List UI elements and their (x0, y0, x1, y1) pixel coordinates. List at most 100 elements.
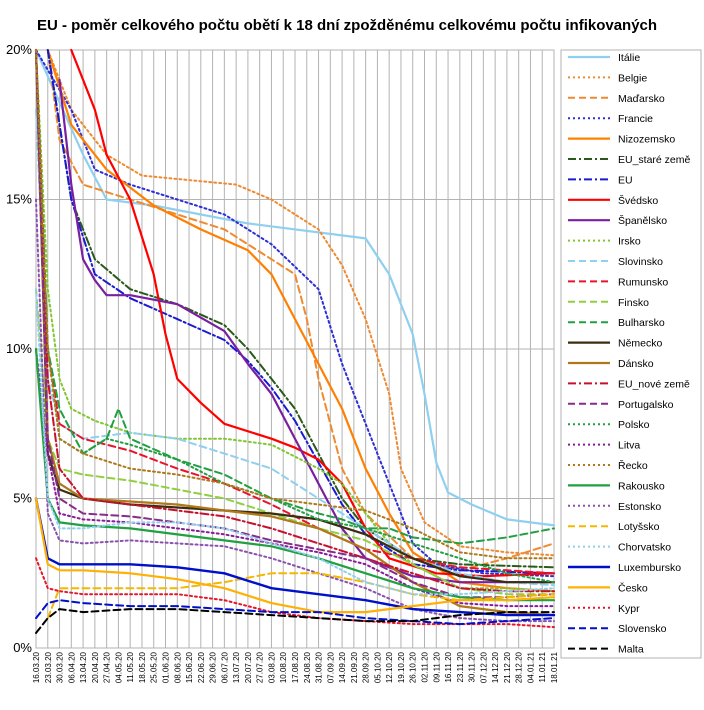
legend-label: Slovinsko (618, 256, 663, 268)
legend-label: Belgie (618, 72, 647, 84)
legend-label: Finsko (618, 297, 649, 309)
x-tick-label: 06.04.20 (67, 651, 76, 683)
series-line (35, 49, 555, 575)
x-tick-label: 20.04.20 (91, 651, 100, 683)
legend-label: Litva (618, 440, 640, 452)
y-tick-label: 15% (6, 192, 32, 207)
legend-label: Chorvatsko (618, 542, 671, 554)
legend-label: Česko (618, 581, 648, 594)
x-tick-label: 12.10.20 (385, 651, 394, 683)
y-tick-label: 5% (13, 491, 32, 506)
x-tick-label: 13.07.20 (232, 651, 241, 683)
series-line (46, 49, 555, 569)
x-tick-label: 28.09.20 (362, 651, 371, 683)
x-tick-label: 04.05.20 (114, 651, 123, 683)
x-tick-label: 05.10.20 (373, 651, 382, 683)
series-line (34, 347, 556, 602)
legend-label: Maďarsko (618, 93, 665, 105)
x-tick-label: 17.08.20 (291, 651, 300, 683)
legend-label: Portugalsko (618, 399, 674, 411)
x-tick-label: 30.11.20 (468, 651, 477, 682)
legend-label: Estonsko (618, 501, 661, 513)
x-tick-label: 28.12.20 (515, 651, 524, 683)
legend-label: Bulharsko (618, 317, 665, 329)
series-line (34, 48, 556, 527)
legend-label: EU_staré země (618, 154, 691, 166)
series-line (35, 49, 555, 545)
series-line (46, 49, 555, 575)
x-tick-label: 25.05.20 (150, 651, 159, 683)
legend-label: Nizozemsko (618, 134, 675, 146)
series-line (35, 49, 555, 593)
x-tick-label: 16.03.20 (32, 651, 41, 683)
series-line (34, 497, 556, 614)
legend-label: Rakousko (618, 480, 665, 492)
x-tick-label: 24.08.20 (303, 651, 312, 683)
y-tick-label: 0% (13, 640, 32, 655)
x-tick-label: 30.03.20 (56, 651, 65, 683)
legend-label: Francie (618, 113, 653, 125)
x-tick-label: 06.07.20 (220, 651, 229, 683)
legend-label: EU (618, 174, 633, 186)
series-line (35, 198, 555, 623)
series-line (35, 49, 555, 578)
legend-label: Švédsko (618, 194, 658, 207)
x-tick-label: 08.06.20 (173, 651, 182, 683)
legend-label: Rumunsko (618, 276, 668, 288)
x-tick-label: 18.05.20 (138, 651, 147, 683)
chart-title: EU - poměr celkového počtu obětí k 18 dn… (37, 17, 657, 34)
legend-label: EU_nové země (618, 378, 690, 390)
x-tick-label: 02.11.20 (421, 651, 430, 682)
x-tick-label: 10.08.20 (279, 651, 288, 683)
legend-label: Irsko (618, 236, 641, 248)
y-tick-label: 20% (6, 42, 32, 57)
legend-items: Itálie Belgie Maďarsko Francie Nizozemsko EU_… (568, 52, 691, 656)
legend-label: Dánsko (618, 358, 654, 370)
legend (560, 49, 702, 659)
x-tick-label: 09.11.20 (432, 651, 441, 682)
x-tick-label: 18.01.21 (550, 651, 559, 683)
x-tick-label: 14.09.20 (338, 651, 347, 683)
x-tick-label: 13.04.20 (79, 651, 88, 683)
series-line (35, 49, 555, 593)
x-tick-label: 23.03.20 (44, 651, 53, 683)
x-tick-label: 15.06.20 (185, 651, 194, 683)
x-tick-label: 23.11.20 (456, 651, 465, 682)
legend-label: Malta (618, 644, 644, 656)
x-tick-label: 27.07.20 (256, 651, 265, 683)
legend-label: Slovensko (618, 623, 667, 635)
x-tick-label: 20.07.20 (244, 651, 253, 683)
series-line (35, 608, 555, 634)
x-tick-label: 14.12.20 (491, 651, 500, 683)
x-axis-ticks: 16.03.20 23.03.20 30.03.20 06.04.20 13.04.20… (32, 651, 559, 683)
series-line (70, 48, 556, 578)
series-line (34, 48, 556, 584)
legend-label: Řecko (618, 459, 648, 472)
x-tick-label: 04.01.21 (526, 651, 535, 683)
series-line (35, 288, 555, 596)
x-tick-label: 16.11.20 (444, 651, 453, 682)
x-tick-label: 27.04.20 (103, 651, 112, 683)
y-axis-ticks: 0% 5% 10% 15% 20% (6, 42, 32, 655)
x-tick-label: 21.12.20 (503, 651, 512, 683)
series-line (35, 599, 555, 626)
series-line (34, 497, 556, 617)
series-line (46, 49, 555, 557)
x-tick-label: 21.09.20 (350, 651, 359, 683)
x-tick-label: 31.08.20 (315, 651, 324, 683)
x-tick-label: 03.08.20 (267, 651, 276, 683)
x-tick-label: 07.12.20 (479, 651, 488, 683)
legend-label: Itálie (618, 52, 640, 64)
x-tick-label: 22.06.20 (197, 651, 206, 683)
legend-label: Luxembursko (618, 562, 681, 574)
series-line (35, 288, 555, 596)
legend-label: Německo (618, 338, 663, 350)
x-tick-label: 11.01.21 (538, 651, 547, 682)
x-tick-label: 01.06.20 (162, 651, 171, 683)
legend-label: Španělsko (618, 214, 667, 227)
y-tick-label: 10% (6, 341, 32, 356)
legend-label: Kypr (618, 603, 640, 615)
x-tick-label: 29.06.20 (209, 651, 218, 683)
legend-label: Lotyšsko (618, 521, 660, 533)
series-lines (34, 48, 556, 634)
